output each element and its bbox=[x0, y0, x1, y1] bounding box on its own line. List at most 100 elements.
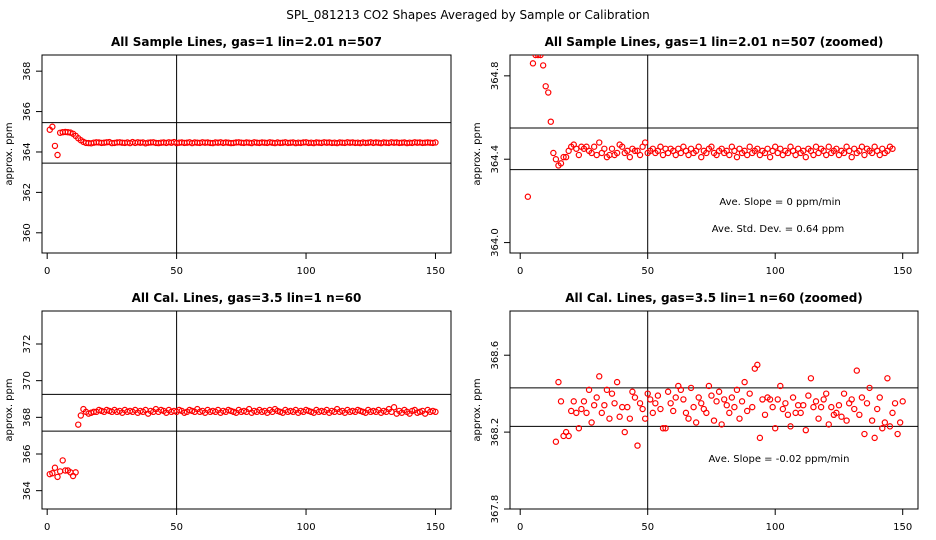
data-point bbox=[733, 386, 741, 394]
data-point bbox=[539, 62, 547, 69]
data-point bbox=[759, 396, 766, 403]
data-point bbox=[858, 143, 866, 150]
data-point bbox=[611, 400, 618, 407]
data-point bbox=[733, 153, 741, 161]
data-point bbox=[823, 151, 830, 159]
data-point bbox=[639, 405, 646, 413]
data-point bbox=[654, 392, 662, 399]
panel-1: All Sample Lines, gas=1 lin=2.01 n=507 0 5… bbox=[4, 35, 452, 277]
data-point bbox=[590, 401, 598, 409]
data-point bbox=[570, 398, 577, 405]
data-point bbox=[606, 415, 613, 422]
x-tick-label: 0 bbox=[44, 266, 50, 277]
data-point bbox=[802, 153, 810, 161]
data-point bbox=[601, 145, 608, 152]
data-point bbox=[552, 156, 560, 163]
data-point bbox=[792, 151, 799, 159]
data-point bbox=[797, 409, 804, 417]
data-point bbox=[613, 378, 621, 386]
x-tick-label: 150 bbox=[893, 522, 912, 533]
data-point bbox=[840, 390, 848, 397]
data-point bbox=[593, 151, 600, 159]
data-point bbox=[731, 147, 738, 155]
data-point bbox=[703, 409, 710, 417]
data-point bbox=[782, 400, 789, 407]
data-point bbox=[629, 388, 636, 395]
plot-frame bbox=[509, 310, 919, 510]
x-tick-label: 100 bbox=[766, 266, 785, 277]
data-point bbox=[560, 153, 567, 161]
y-tick-label: 364.4 bbox=[490, 145, 501, 174]
data-point bbox=[891, 400, 899, 407]
data-point bbox=[874, 405, 881, 413]
data-point bbox=[868, 417, 876, 424]
data-point bbox=[573, 145, 580, 152]
data-point bbox=[810, 403, 817, 411]
data-point bbox=[545, 89, 552, 96]
y-tick-label: 368.2 bbox=[490, 418, 501, 447]
data-point bbox=[879, 425, 886, 432]
data-point bbox=[787, 423, 794, 430]
data-point bbox=[792, 409, 799, 417]
y-tick-label: 366 bbox=[22, 444, 33, 463]
x-tick-label: 0 bbox=[517, 266, 523, 277]
data-point bbox=[659, 151, 667, 159]
data-point bbox=[590, 143, 598, 150]
panel-2: All Sample Lines, gas=1 lin=2.01 n=507 (… bbox=[472, 35, 919, 277]
data-point bbox=[547, 118, 555, 125]
data-point bbox=[876, 394, 883, 401]
x-tick-label: 150 bbox=[893, 266, 912, 277]
data-point bbox=[856, 411, 863, 419]
x-tick-label: 0 bbox=[44, 522, 50, 533]
panel-title: All Cal. Lines, gas=3.5 lin=1 n=60 bbox=[132, 291, 362, 305]
data-point bbox=[636, 400, 644, 407]
data-point bbox=[583, 409, 590, 417]
data-point bbox=[596, 373, 603, 380]
data-point bbox=[49, 123, 56, 130]
y-tick-label: 372 bbox=[22, 334, 33, 353]
data-point bbox=[601, 401, 608, 409]
x-tick-label: 150 bbox=[426, 522, 445, 533]
data-point bbox=[884, 375, 891, 382]
data-point bbox=[641, 415, 649, 422]
data-point bbox=[596, 139, 603, 146]
data-point bbox=[49, 470, 56, 477]
y-tick-label: 364.8 bbox=[490, 62, 501, 91]
data-point bbox=[608, 390, 616, 397]
data-point bbox=[698, 153, 705, 161]
data-point bbox=[851, 405, 858, 413]
data-points bbox=[46, 123, 439, 159]
data-point bbox=[685, 151, 692, 159]
data-point bbox=[621, 428, 628, 436]
data-point bbox=[598, 409, 606, 417]
y-tick-label: 364.0 bbox=[490, 228, 501, 257]
panel-title: All Sample Lines, gas=1 lin=2.01 n=507 bbox=[111, 35, 382, 49]
data-point bbox=[619, 143, 626, 150]
data-point bbox=[835, 401, 843, 409]
data-point bbox=[769, 403, 776, 411]
data-point bbox=[766, 396, 774, 403]
data-point bbox=[680, 396, 687, 403]
data-point bbox=[593, 394, 600, 401]
data-point bbox=[789, 394, 797, 401]
data-points bbox=[524, 55, 896, 200]
data-point bbox=[784, 411, 792, 419]
data-point bbox=[54, 473, 61, 481]
data-point bbox=[713, 398, 720, 405]
data-point bbox=[672, 151, 679, 159]
y-tick-label: 364 bbox=[22, 142, 33, 161]
data-point bbox=[794, 401, 802, 409]
data-point bbox=[705, 382, 713, 390]
data-point bbox=[886, 423, 894, 430]
panel-title: All Sample Lines, gas=1 lin=2.01 n=507 (… bbox=[545, 35, 884, 49]
data-point bbox=[802, 426, 810, 434]
data-point bbox=[866, 384, 873, 392]
data-point bbox=[754, 361, 761, 369]
data-point bbox=[764, 145, 771, 152]
data-point bbox=[616, 413, 623, 420]
data-point bbox=[848, 396, 855, 403]
data-point bbox=[800, 147, 807, 155]
y-tick-label: 368.6 bbox=[490, 341, 501, 370]
data-point bbox=[848, 153, 855, 161]
data-point bbox=[833, 145, 840, 152]
